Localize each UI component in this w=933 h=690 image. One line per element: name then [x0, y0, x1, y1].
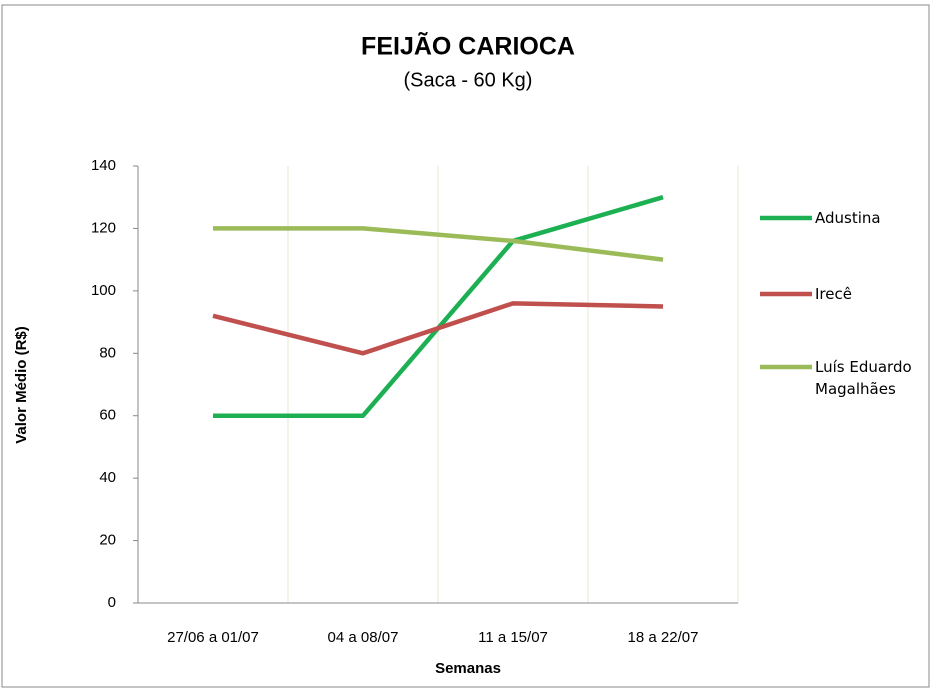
legend-label: Irecê	[815, 285, 852, 303]
y-tick-label: 60	[99, 407, 116, 424]
y-tick-label: 100	[91, 282, 116, 299]
frame	[1, 4, 930, 688]
x-tick-label: 11 a 15/07	[478, 629, 548, 646]
y-tick-label: 20	[99, 532, 116, 549]
x-tick-label: 04 a 08/07	[328, 629, 399, 646]
x-axis-label: Semanas	[435, 660, 501, 677]
legend-label: Luís Eduardo Magalhães	[815, 358, 912, 398]
y-tick-label: 120	[91, 219, 116, 236]
series-line	[213, 226, 664, 262]
y-tick-label: 80	[99, 344, 116, 361]
y-axis-label: Valor Médio (R$)	[13, 326, 30, 444]
y-tick-label: 40	[99, 469, 116, 486]
x-tick-label: 27/06 a 01/07	[167, 629, 259, 646]
y-tick-label: 140	[91, 157, 116, 174]
series-line	[212, 301, 664, 356]
x-tick-label: 18 a 22/07	[628, 629, 699, 646]
y-tick-label: 0	[108, 594, 116, 611]
chart-title: FEIJÃO CARIOCA	[361, 31, 575, 61]
chart-subtitle: (Saca - 60 Kg)	[404, 69, 533, 91]
legend-label: Adustina	[815, 209, 881, 227]
